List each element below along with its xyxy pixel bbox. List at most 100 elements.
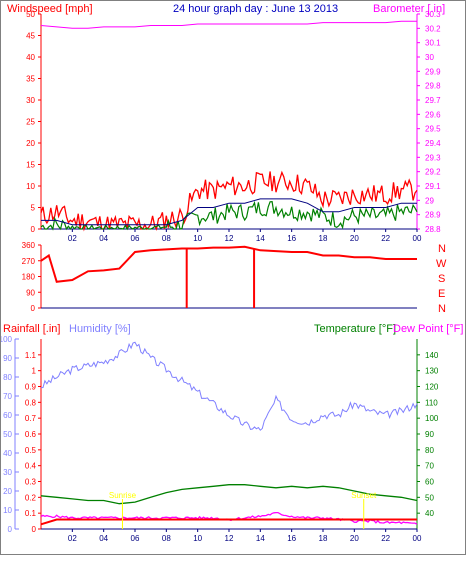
temperature-line [40,484,418,505]
env-x-tick-label: 04 [99,534,108,543]
barometer-axis-title: Barometer [.in] [373,3,445,15]
wind-x-tick-label: 18 [319,234,328,243]
env-x-tick-label: 20 [350,534,359,543]
baro-y-tick-label: 30.3 [425,10,441,19]
baro-y-tick-label: 29.7 [425,96,441,105]
rain-y-tick-label: 0.2 [25,493,37,502]
humidity-y-tick-label: 30 [3,468,12,477]
env-x-tick-label: 10 [193,534,202,543]
direction-panel: 0 90 180 270 360 [22,241,417,313]
graph-title: 24 hour graph day : June 13 2013 [173,3,338,15]
temperature-y-tick-label: 110 [425,398,438,407]
humidity-y-tick-label: 40 [3,449,12,458]
wind-panel: 0 5 10 15 20 25 30 35 40 45 50 28.8 28.9 29 29.1 29.2 29… [26,10,441,243]
sunrise-label: Sunrise [109,491,137,500]
compass-label-n1: N [438,243,446,255]
humidity-y-tick-label: 70 [3,392,12,401]
wind-direction-line [40,245,417,283]
humidity-axis-title: Humidity [%] [69,323,131,335]
direction-y-tick-label: 90 [26,288,35,297]
wind-x-tick-label: 22 [381,234,390,243]
wind-y-tick-label: 45 [26,32,35,41]
wind-y-tick-label: 0 [31,225,36,234]
env-x-tick-label: 12 [225,534,234,543]
baro-y-tick-label: 30 [425,53,434,62]
temperature-y-tick-label: 40 [425,509,434,518]
wind-x-tick-label: 04 [99,234,108,243]
temperature-y-tick-label: 50 [425,493,434,502]
baro-y-tick-label: 29.9 [425,67,441,76]
wind-x-tick-label: 20 [350,234,359,243]
env-x-tick-label: 02 [68,534,77,543]
direction-y-tick-label: 0 [31,304,36,313]
temperature-y-tick-label: 60 [425,478,434,487]
baro-y-tick-label: 28.9 [425,211,441,220]
barometer-line [40,20,417,29]
wind-y-tick-label: 25 [26,118,35,127]
baro-y-tick-label: 29.6 [425,110,441,119]
env-x-tick-label: 18 [319,534,328,543]
env-x-tick-label: 14 [256,534,265,543]
wind-x-tick-label: 00 [413,234,422,243]
baro-y-tick-label: 29.8 [425,82,441,91]
env-x-tick-label: 00 [413,534,422,543]
rain-y-tick-label: 0.4 [25,462,37,471]
environment-panel: 010203040506070809010000.10.20.30.40.50.… [0,335,439,543]
wind-x-tick-label: 10 [193,234,202,243]
humidity-y-tick-label: 50 [3,430,12,439]
temperature-y-tick-label: 80 [425,446,434,455]
wind-x-tick-label: 02 [68,234,77,243]
baro-y-tick-label: 29.2 [425,168,441,177]
rain-y-tick-label: 0.9 [25,383,37,392]
baro-y-tick-label: 29.4 [425,139,441,148]
baro-y-tick-label: 28.8 [425,225,441,234]
humidity-y-tick-label: 0 [8,525,13,534]
wind-x-tick-label: 12 [225,234,234,243]
temperature-y-tick-label: 120 [425,383,439,392]
rain-y-tick-label: 0.3 [25,478,37,487]
dewpoint-axis-title: Dew Point [°F] [393,323,463,335]
rain-y-tick-label: 0.8 [25,398,37,407]
wind-y-tick-label: 10 [26,182,35,191]
baro-y-tick-label: 30.1 [425,39,441,48]
wind-y-tick-label: 35 [26,75,35,84]
rain-y-tick-label: 0 [32,525,37,534]
direction-y-tick-label: 360 [22,241,36,250]
humidity-line [40,341,418,431]
wind-x-tick-label: 16 [287,234,296,243]
humidity-y-tick-label: 90 [3,354,12,363]
baro-y-tick-label: 30.2 [425,24,441,33]
humidity-y-tick-label: 60 [3,411,12,420]
direction-y-tick-label: 180 [22,273,36,282]
temperature-y-tick-label: 100 [425,414,439,423]
humidity-y-tick-label: 80 [3,373,12,382]
temperature-y-tick-label: 70 [425,462,434,471]
compass-label-w: W [436,258,447,270]
temperature-y-tick-label: 90 [425,430,434,439]
wind-y-tick-label: 20 [26,139,35,148]
env-x-tick-label: 06 [131,534,140,543]
wind-low-line [40,200,418,231]
wind-gust-line [40,170,418,232]
rain-y-tick-label: 1.1 [25,351,37,360]
rainfall-line [40,518,417,526]
compass-label-e: E [438,288,445,300]
env-x-tick-label: 22 [381,534,390,543]
direction-y-tick-label: 270 [22,257,36,266]
baro-y-tick-label: 29.1 [425,182,441,191]
baro-y-tick-label: 29.5 [425,125,441,134]
dewpoint-line [40,511,418,525]
env-x-tick-label: 16 [287,534,296,543]
humidity-y-tick-label: 20 [3,487,12,496]
wind-y-tick-label: 50 [26,10,35,19]
wind-y-tick-label: 40 [26,53,35,62]
humidity-y-tick-label: 100 [1,335,13,344]
wind-avg-line [41,198,417,226]
sunset-label: Sunset [351,491,377,500]
baro-y-tick-label: 29 [425,196,434,205]
rain-y-tick-label: 0.7 [25,414,37,423]
env-x-tick-label: 08 [162,534,171,543]
wind-y-tick-label: 5 [31,204,36,213]
